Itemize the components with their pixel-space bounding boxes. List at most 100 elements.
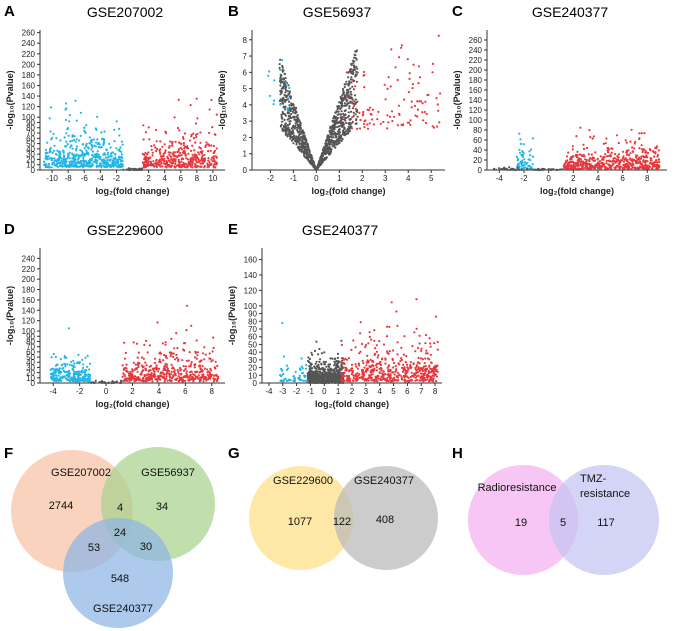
data-point-up — [185, 329, 188, 332]
data-point-down — [120, 160, 123, 163]
data-point-ns — [293, 118, 296, 121]
data-point-down — [81, 369, 84, 372]
data-point-up — [144, 151, 147, 155]
data-point-down — [112, 157, 115, 160]
data-point-ns — [300, 146, 303, 149]
data-point-ns — [282, 128, 285, 131]
data-point-down — [77, 155, 80, 158]
data-point-down — [78, 370, 81, 374]
x-tick-label: -2 — [76, 387, 84, 396]
data-point-down — [77, 353, 80, 356]
data-point-up — [184, 163, 187, 166]
panel-b-y-axis-label: -log₁₀(Pvalue) — [217, 70, 227, 129]
data-point-ns — [334, 119, 338, 123]
data-point-down — [92, 160, 95, 163]
data-point-ns — [327, 368, 330, 371]
data-point-up — [345, 94, 348, 98]
data-point-up — [200, 152, 204, 155]
y-tick-label: 120 — [469, 106, 483, 115]
data-point-up — [396, 341, 399, 344]
data-point-down — [51, 372, 54, 375]
data-point-down — [58, 164, 62, 168]
data-point-down — [69, 146, 72, 149]
data-point-down — [53, 157, 56, 160]
x-tick-label: 2 — [130, 387, 135, 396]
data-point-down — [287, 367, 290, 370]
data-point-down — [98, 143, 101, 146]
data-point-up — [147, 164, 150, 167]
data-point-up — [351, 116, 354, 119]
data-point-ns — [283, 98, 286, 101]
x-tick-label: 6 — [405, 387, 410, 396]
data-point-up — [162, 359, 165, 362]
data-point-ns — [338, 135, 341, 138]
data-point-ns — [321, 160, 324, 163]
data-point-up — [407, 91, 410, 94]
data-point-up — [402, 363, 405, 366]
data-point-down — [77, 374, 80, 377]
data-point-down — [75, 165, 78, 168]
data-point-ns — [301, 129, 304, 132]
y-tick-label: 60 — [26, 134, 35, 143]
data-point-up — [190, 377, 193, 380]
data-point-ns — [343, 126, 346, 129]
data-point-up — [368, 106, 372, 109]
data-point-up — [389, 379, 392, 382]
data-point-ns — [325, 157, 328, 160]
data-point-up — [208, 357, 211, 360]
data-point-down — [289, 378, 292, 382]
y-tick-label: 60 — [473, 136, 482, 145]
data-point-ns — [356, 115, 359, 118]
data-point-up — [600, 166, 603, 169]
data-point-up — [179, 369, 182, 372]
data-point-up — [182, 144, 186, 147]
data-point-down — [81, 143, 84, 146]
data-point-up — [172, 355, 175, 358]
data-point-down — [71, 157, 74, 160]
data-point-up — [365, 364, 368, 367]
data-point-ns — [347, 114, 351, 117]
data-point-ns — [313, 371, 316, 374]
data-point-ns — [318, 360, 321, 363]
data-point-ns — [336, 125, 339, 129]
data-point-ns — [343, 104, 346, 107]
data-point-down — [273, 79, 276, 82]
data-point-up — [426, 376, 429, 379]
data-point-ns — [337, 110, 340, 113]
data-point-up — [625, 162, 628, 165]
data-point-up — [169, 151, 172, 154]
data-point-down — [48, 151, 51, 154]
data-point-down — [60, 161, 63, 164]
data-point-down — [109, 158, 112, 161]
data-point-ns — [506, 168, 509, 171]
data-point-up — [363, 70, 366, 74]
data-point-up — [169, 140, 172, 143]
data-point-ns — [293, 137, 296, 140]
data-point-ns — [327, 378, 330, 381]
data-point-down — [280, 369, 284, 372]
data-point-up — [179, 146, 182, 149]
data-point-ns — [328, 143, 331, 146]
data-point-up — [164, 341, 167, 344]
data-point-up — [150, 372, 153, 375]
data-point-up — [359, 321, 362, 324]
data-point-up — [648, 148, 652, 151]
data-point-ns — [352, 114, 355, 117]
data-point-up — [207, 375, 211, 378]
y-tick-label: 0 — [478, 166, 483, 175]
data-point-ns — [286, 135, 289, 138]
data-point-up — [391, 377, 394, 380]
data-point-down — [53, 144, 56, 147]
data-point-up — [383, 83, 386, 86]
data-point-up — [166, 379, 169, 382]
data-point-down — [118, 134, 121, 137]
data-point-down — [85, 149, 88, 152]
data-point-up — [153, 361, 157, 365]
data-point-down — [531, 137, 535, 140]
data-point-ns — [346, 99, 349, 102]
data-point-down — [121, 165, 124, 168]
data-point-down — [67, 327, 70, 330]
data-point-down — [52, 352, 55, 356]
data-point-up — [354, 85, 357, 88]
data-point-up — [366, 123, 369, 126]
